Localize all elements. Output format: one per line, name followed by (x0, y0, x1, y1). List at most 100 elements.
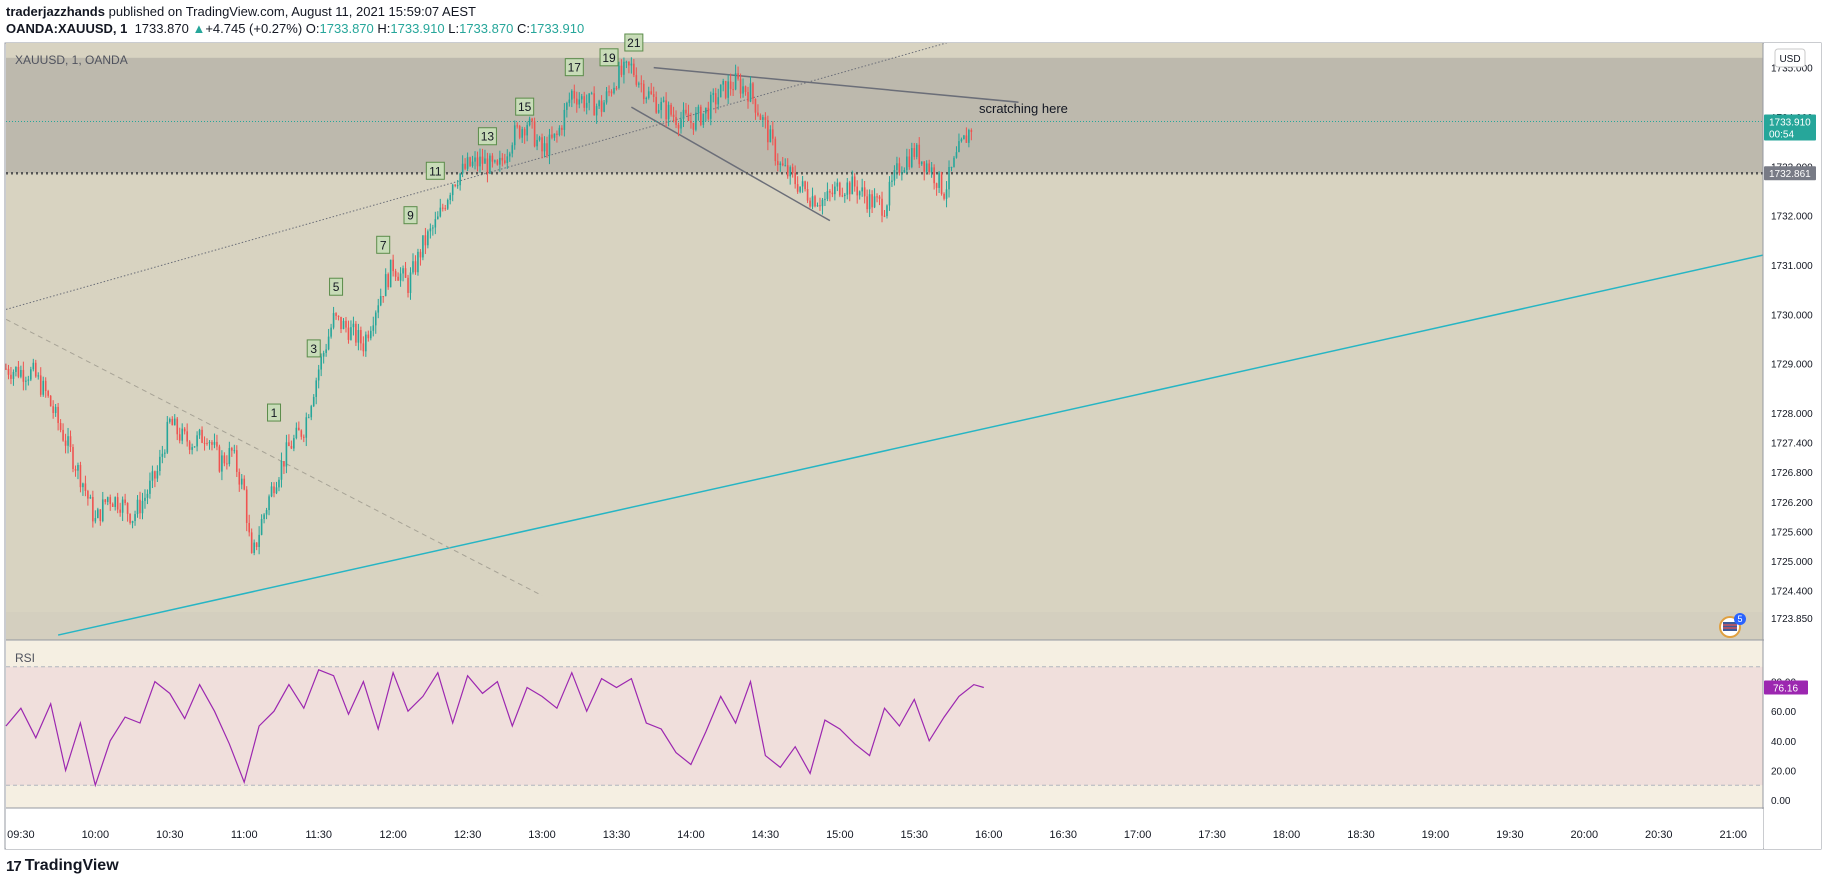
candle-body (548, 134, 551, 156)
candle-body (836, 182, 839, 187)
candle-body (645, 97, 648, 100)
candle-body (712, 93, 715, 95)
candle-body (501, 157, 504, 161)
pane-title: XAUUSD, 1, OANDA (15, 53, 128, 67)
price-pane[interactable] (5, 0, 1763, 640)
time-tick-label: 11:30 (305, 829, 332, 841)
count-label[interactable]: 7 (376, 235, 391, 254)
candle-body (566, 102, 568, 110)
candle-body (474, 157, 476, 162)
count-label[interactable]: 3 (306, 339, 321, 358)
events-flag-icon[interactable]: 5 (1719, 613, 1746, 638)
rsi-badge-bg (1764, 680, 1808, 695)
candle-body (625, 61, 628, 63)
support-trendline[interactable] (57, 254, 1763, 636)
candle-body (10, 374, 12, 379)
count-label[interactable]: 9 (403, 206, 418, 225)
candle-body (886, 205, 888, 217)
candle-body (667, 104, 670, 120)
price-tick-label: 1729.000 (1771, 360, 1813, 371)
count-box (425, 161, 445, 180)
count-label[interactable]: 13 (477, 127, 497, 146)
rsi-value-badge: 76.16 (1764, 680, 1808, 695)
count-label[interactable]: 15 (515, 97, 535, 116)
lower-band (6, 612, 1763, 640)
rising-dotted-trendline[interactable] (6, 0, 1138, 310)
candle-body (638, 83, 640, 85)
candle-body (126, 502, 129, 514)
candle-body (968, 130, 970, 143)
candle-body (392, 259, 394, 272)
candle-body (144, 497, 146, 501)
candle-body (216, 441, 218, 447)
time-tick-label: 18:30 (1347, 829, 1375, 841)
price-tick-label: 1726.800 (1771, 468, 1813, 479)
candle-body (64, 440, 67, 446)
candle-body (146, 493, 149, 498)
candle-body (39, 375, 42, 395)
candle-body (154, 471, 156, 479)
candle-body (32, 362, 35, 370)
author-name[interactable]: traderjazzhands (6, 4, 105, 19)
candle-body (809, 200, 811, 207)
candle-body (831, 192, 834, 195)
candle-body (697, 106, 700, 113)
rsi-title: RSI (15, 651, 35, 665)
rsi-pane[interactable] (5, 640, 1763, 808)
candle-body (811, 196, 814, 207)
candle-body (449, 195, 452, 201)
time-tick-label: 12:30 (454, 829, 482, 841)
price-tick-label: 1725.600 (1771, 527, 1813, 538)
candle-body (945, 189, 948, 199)
candle-body (484, 158, 486, 164)
resistance-zone (6, 57, 1763, 174)
candle-body (573, 90, 576, 99)
currency-label: USD (1779, 54, 1800, 65)
candle-body (211, 442, 213, 445)
currency-button[interactable]: USD (1774, 48, 1806, 68)
symbol-name[interactable]: OANDA:XAUUSD, 1 (6, 21, 128, 36)
candle-body (767, 120, 769, 143)
tradingview-logo[interactable]: 17 TradingView (6, 857, 119, 875)
candle-body (618, 65, 620, 89)
time-tick-label: 18:00 (1273, 829, 1301, 841)
candle-body (213, 441, 216, 445)
annotation-text[interactable]: scratching here (979, 101, 1068, 116)
candle-body (930, 167, 933, 172)
falling-dashed-trendline[interactable] (6, 318, 543, 597)
candle-body (265, 510, 268, 515)
candle-body (903, 170, 906, 173)
count-label[interactable]: 17 (564, 58, 584, 77)
candle-body (727, 81, 729, 98)
price-tick-label: 1726.200 (1771, 498, 1813, 509)
count-label[interactable]: 21 (624, 33, 644, 52)
candle-body (454, 184, 456, 186)
count-label[interactable]: 11 (425, 161, 445, 180)
candle-body (774, 138, 777, 162)
time-tick-label: 15:00 (826, 829, 854, 841)
time-tick-label: 12:00 (379, 829, 407, 841)
candle-body (99, 509, 102, 522)
candle-body (350, 327, 352, 340)
count-label[interactable]: 1 (267, 403, 282, 422)
candle-body (57, 406, 59, 424)
candle-body (198, 429, 201, 436)
rsi-series-line[interactable] (5, 669, 984, 788)
candle-body (432, 227, 434, 229)
symbol-line: OANDA:XAUUSD, 1 1733.870 ▲+4.745 (+0.27%… (6, 21, 584, 36)
count-label[interactable]: 19 (599, 48, 619, 67)
wedge-upper[interactable] (653, 66, 1019, 103)
candle-body (486, 158, 489, 174)
wedge-lower[interactable] (631, 106, 831, 222)
high-label: H: (377, 21, 391, 36)
candle-body (54, 406, 57, 414)
count-label[interactable]: 5 (329, 277, 344, 296)
candle-body (938, 172, 940, 188)
time-tick-label: 11:00 (231, 829, 258, 841)
candle-body (881, 198, 883, 216)
candle-body (851, 176, 854, 195)
candle-body (642, 83, 645, 100)
candle-body (77, 465, 79, 471)
candle-body (635, 75, 638, 85)
